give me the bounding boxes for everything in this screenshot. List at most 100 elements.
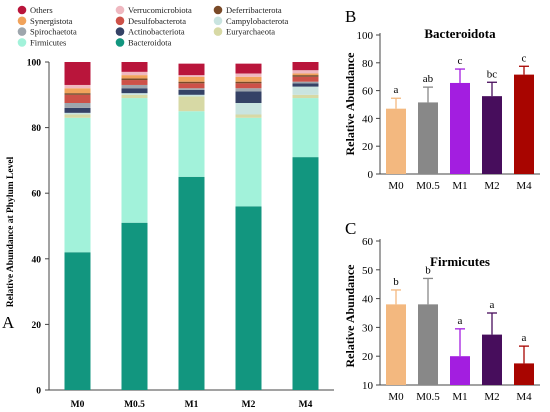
- panel-a-y-tick-label: 80: [32, 124, 42, 134]
- panel-a-bar-segment: [292, 81, 319, 84]
- panel-b-x-tick-label: M2: [484, 180, 499, 192]
- panel-a-legend-label: Synergistota: [30, 16, 73, 26]
- panel-a-legend: Others Verrucomicrobiota Deferribacterota S…: [17, 5, 289, 47]
- panel-b-bar: [386, 108, 406, 174]
- panel-a-bar-segment: [121, 93, 148, 95]
- panel-a-bar-segment: [235, 76, 262, 82]
- panel-b-bar: [450, 82, 470, 174]
- panel-c-y-tick-label: 40: [362, 294, 374, 306]
- panel-a-bar-segment: [64, 88, 91, 94]
- panel-a-y-tick-label: 60: [32, 190, 42, 200]
- panel-c-significance-label: a: [522, 332, 527, 344]
- panel-a-bar-segment: [121, 94, 148, 99]
- panel-a-legend-label: Bacteroidota: [128, 37, 172, 47]
- panel-a-label: A: [2, 313, 15, 332]
- panel-a-y-axis-label: Relative Abundance at Phylum Level: [6, 156, 16, 307]
- panel-c-significance-label: a: [458, 315, 463, 327]
- panel-a-bar-segment: [121, 71, 148, 76]
- panel-a-legend-swatch: [115, 27, 125, 36]
- panel-b-significance-label: ab: [423, 73, 434, 85]
- panel-b-significance-label: a: [394, 84, 399, 96]
- panel-a-bar-segment: [64, 114, 91, 118]
- panel-a-legend-label: Desulfobacterota: [128, 16, 186, 26]
- panel-a-legend-swatch: [115, 16, 125, 26]
- panel-a-x-tick-label: M0: [71, 400, 85, 410]
- panel-a-x-tick-label: M2: [242, 400, 256, 410]
- panel-a-legend-label: Euryarchaeota: [226, 27, 275, 37]
- panel-a-bar-segment: [121, 78, 148, 81]
- panel-a-legend-swatch: [17, 27, 27, 36]
- panel-a-bar-segment: [178, 83, 205, 89]
- panel-a-bar-segment: [235, 88, 262, 92]
- panel-a-y-tick-label: 40: [32, 255, 42, 265]
- panel-a-bar-segment: [64, 117, 91, 253]
- panel-b-y-tick-label: 40: [362, 113, 374, 125]
- panel-c-bar: [514, 363, 534, 385]
- panel-a-bar-segment: [292, 94, 319, 99]
- panel-b-significance-label: bc: [487, 68, 498, 80]
- panel-a-bars: [64, 62, 319, 390]
- panel-a-stacked-chart: Others Verrucomicrobiota Deferribacterota S…: [2, 5, 334, 410]
- panel-c-y-tick-label: 20: [362, 351, 374, 363]
- panel-a-legend-label: Spirochaetota: [30, 27, 77, 37]
- panel-a-legend-label: Others: [30, 5, 53, 15]
- panel-a-bar-segment: [121, 222, 148, 390]
- panel-c-y-tick-label: 10: [362, 380, 374, 392]
- panel-c-x-tick-label: M0: [388, 391, 404, 403]
- panel-a-bar-segment: [121, 62, 148, 72]
- panel-b-x-tick-label: M1: [452, 180, 467, 192]
- panel-a-bar-segment: [178, 89, 205, 95]
- panel-a-bar-segment: [64, 84, 91, 89]
- panel-a-bar-segment: [121, 84, 148, 89]
- panel-a-legend-swatch: [213, 16, 223, 26]
- panel-a-bar-segment: [64, 107, 91, 113]
- panel-a-y-tick-label: 100: [27, 59, 42, 69]
- panel-b-plot: 0 20 40 60 80 100 a M0 ab M0.5 c M1 bc M2 c M4: [357, 30, 540, 192]
- panel-c-y-tick-label: 60: [362, 236, 374, 248]
- panel-a-bar-segment: [178, 111, 205, 177]
- panel-a-legend-label: Actinobacteriota: [128, 27, 185, 37]
- panel-a-bar-segment: [64, 103, 91, 108]
- panel-a-y-tick-label: 0: [36, 387, 41, 397]
- panel-a-bar-segment: [64, 94, 91, 103]
- panel-b-label: B: [345, 7, 356, 26]
- panel-b-y-tick-label: 0: [368, 169, 374, 181]
- panel-c-y-tick-label: 30: [362, 322, 374, 334]
- panel-a-bar-segment: [235, 83, 262, 89]
- panel-a-legend-label: Firmicutes: [30, 37, 66, 47]
- panel-b-title: Bacteroidota: [424, 26, 496, 41]
- panel-a-bar-segment: [178, 94, 205, 97]
- panel-a-bar-segment: [121, 88, 148, 94]
- panel-a-bar-segment: [235, 114, 262, 118]
- panel-a-bar-segment: [178, 63, 205, 76]
- panel-a-bar-segment: [292, 62, 319, 71]
- panel-a-legend-swatch: [213, 5, 223, 15]
- panel-a-bar-segment: [292, 98, 319, 158]
- panel-c-x-tick-label: M1: [452, 391, 467, 403]
- panel-c-y-axis-label: Relative Abundance: [343, 264, 357, 368]
- panel-a-x-tick-label: M4: [299, 400, 313, 410]
- panel-b-bar: [418, 102, 438, 174]
- panel-c-bar: [386, 304, 406, 385]
- panel-a-bar-segment: [292, 157, 319, 390]
- panel-b-y-tick-label: 20: [362, 141, 374, 153]
- panel-a-bar-segment: [292, 86, 319, 95]
- panel-a-bar-segment: [178, 88, 205, 90]
- panel-a-bar-segment: [121, 80, 148, 85]
- panel-a-bar-segment: [178, 75, 205, 77]
- panel-c-bar: [482, 334, 502, 385]
- panel-b-x-tick-label: M0.5: [416, 180, 440, 192]
- panel-c-x-tick-label: M0.5: [416, 391, 440, 403]
- panel-a-legend-swatch: [17, 5, 27, 15]
- panel-b-bar: [514, 74, 534, 174]
- panel-c-x-tick-label: M4: [516, 391, 532, 403]
- panel-a-bar-segment: [121, 98, 148, 223]
- panel-c-bar-chart: C Firmicutes Relative Abundance 10 20 30 40…: [343, 219, 540, 403]
- panel-b-x-tick-label: M4: [516, 180, 532, 192]
- panel-a-bar-segment: [235, 206, 262, 390]
- panel-a-bar-segment: [235, 73, 262, 77]
- panel-c-bar: [418, 304, 438, 385]
- panel-a-bar-segment: [292, 75, 319, 77]
- panel-a-legend-label: Verrucomicrobiota: [128, 5, 192, 15]
